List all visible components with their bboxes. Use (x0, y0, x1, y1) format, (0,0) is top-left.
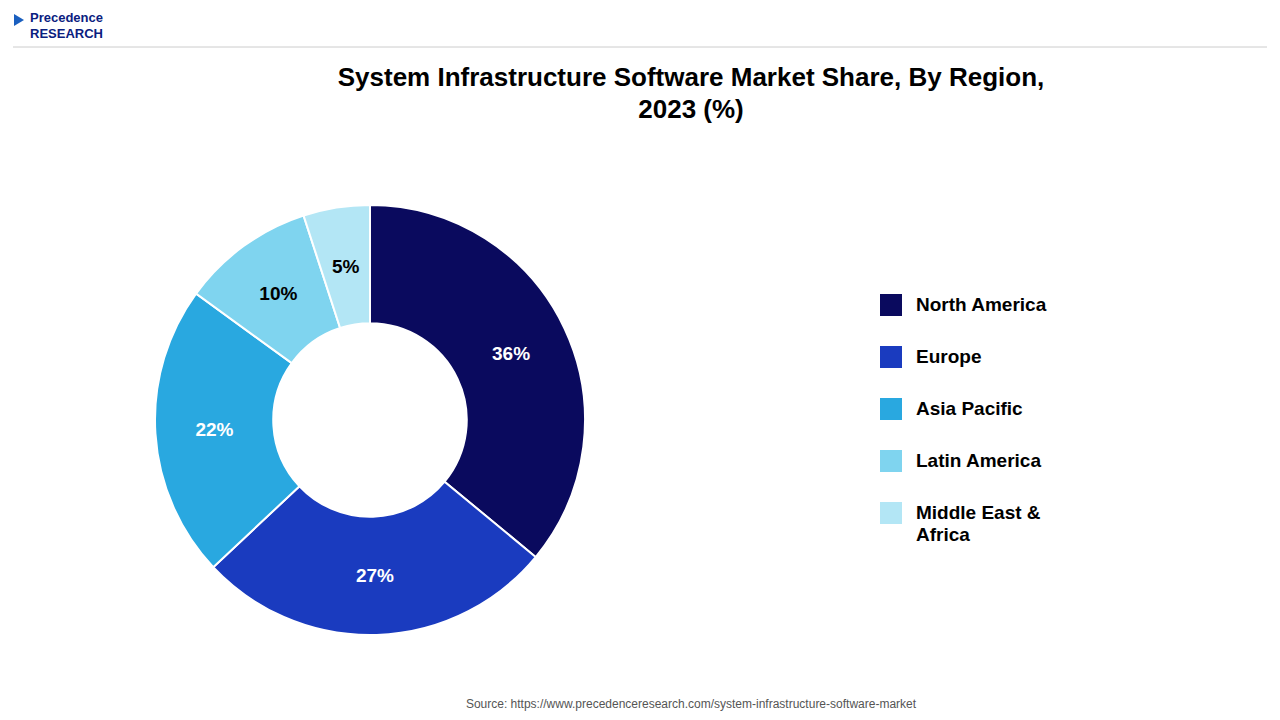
slice (370, 205, 585, 557)
text-line: Africa (916, 524, 970, 545)
text-line: North America (916, 294, 1047, 315)
legend-label: Middle East &Africa (916, 502, 1041, 545)
source: Source: https://www.precedenceresearch.c… (466, 697, 917, 711)
legend-label: Latin America (916, 450, 1041, 471)
data-label: 27% (356, 565, 394, 586)
slices (155, 205, 585, 635)
text-line: 2023 (%) (638, 94, 744, 124)
chart-svg: PrecedenceRESEARCH System Infrastructure … (0, 0, 1280, 720)
data-labels: 36% 27% 22% 10% 5% (195, 256, 530, 587)
text-line: Middle East & (916, 502, 1041, 523)
data-label: 36% (492, 343, 530, 364)
text-line: System Infrastructure Software Market Sh… (338, 62, 1045, 92)
data-label: 22% (195, 419, 233, 440)
brand-marker (14, 14, 24, 26)
legend-swatch (880, 398, 902, 420)
text-line: Asia Pacific (916, 398, 1023, 419)
background (0, 0, 1280, 720)
data-label: 5% (332, 256, 360, 277)
text-line: RESEARCH (30, 26, 103, 41)
text-line: Europe (916, 346, 981, 367)
text-line: Precedence (30, 10, 103, 25)
legend: North America Europe Asia Pacific Latin Ame… (880, 294, 1047, 545)
legend-label: Europe (916, 346, 981, 367)
brand: PrecedenceRESEARCH (30, 10, 103, 41)
chart-container: PrecedenceRESEARCH System Infrastructure … (0, 0, 1280, 720)
text-line: Latin America (916, 450, 1041, 471)
legend-swatch (880, 294, 902, 316)
legend-swatch (880, 346, 902, 368)
legend-swatch (880, 450, 902, 472)
title: System Infrastructure Software Market Sh… (338, 62, 1045, 124)
slice (304, 205, 370, 328)
header-rule (13, 47, 1267, 48)
legend-label: Asia Pacific (916, 398, 1023, 419)
legend-label: North America (916, 294, 1047, 315)
legend-swatch (880, 502, 902, 524)
data-label: 10% (259, 283, 297, 304)
